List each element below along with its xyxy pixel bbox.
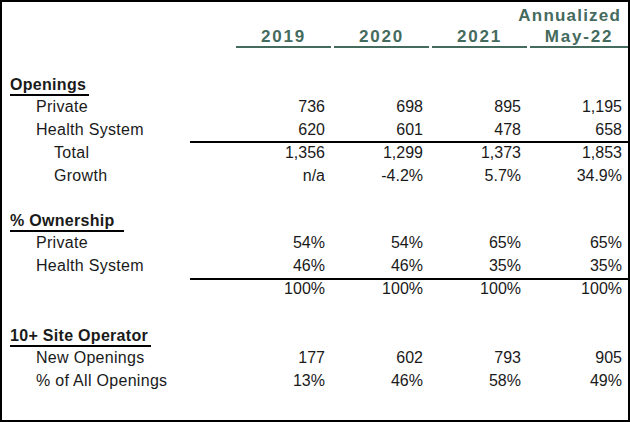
cell-value: 100% (530, 277, 628, 300)
row-label: % of All Openings (2, 369, 233, 392)
sum-rule-openings (190, 141, 628, 143)
row-label: New Openings (2, 346, 233, 369)
cell-value: 65% (432, 231, 527, 254)
cell-value: 1,299 (334, 141, 429, 164)
cell-value: 478 (432, 118, 527, 141)
table-row-ownership-private: Private 54% 54% 65% 65% (2, 231, 628, 254)
cell-value: n/a (236, 164, 331, 187)
cell-value: 35% (530, 254, 628, 277)
cell-value: 1,356 (236, 141, 331, 164)
table-row-operator-new-openings: New Openings 177 602 793 905 (2, 346, 628, 369)
table-row-ownership-total: 100% 100% 100% 100% (2, 277, 628, 300)
table-row-openings-total: Total 1,356 1,299 1,373 1,853 (2, 141, 628, 164)
spacer (2, 48, 628, 75)
cell-value: 54% (334, 231, 429, 254)
row-label: Growth (2, 164, 233, 187)
cell-value: 13% (236, 369, 331, 392)
cell-value: 905 (530, 346, 628, 369)
cell-value: 793 (432, 346, 527, 369)
cell-value: 58% (432, 369, 527, 392)
table-row-operator-pct-of-openings: % of All Openings 13% 46% 58% 49% (2, 369, 628, 392)
cell-value: 46% (334, 254, 429, 277)
table-row-openings-private: Private 736 698 895 1,195 (2, 95, 628, 118)
cell-value: 34.9% (530, 164, 628, 187)
section-openings-heading-row: Openings (2, 75, 628, 95)
cell-value: 1,195 (530, 95, 628, 118)
cell-value: 100% (432, 277, 527, 300)
section-operator-heading-row: 10+ Site Operator (2, 326, 628, 346)
row-label: Total (2, 141, 233, 164)
cell-value: 1,373 (432, 141, 527, 164)
heading-cell: 10+ Site Operator (2, 326, 233, 347)
section-title-operator: 10+ Site Operator (10, 326, 151, 347)
cell-value: 35% (432, 254, 527, 277)
cell-value: 46% (334, 369, 429, 392)
sum-rule-ownership (190, 278, 628, 280)
financial-summary-table: Annualized 2019 2020 2021 May-22 Opening… (0, 0, 630, 422)
cell-value: 49% (530, 369, 628, 392)
annualized-label: Annualized (2, 6, 628, 26)
spacer (2, 187, 628, 211)
row-label: Private (2, 95, 233, 118)
column-header-row: 2019 2020 2021 May-22 (2, 26, 628, 48)
cell-value: 895 (432, 95, 527, 118)
cell-value: 658 (530, 118, 628, 141)
header-spacer (2, 26, 233, 48)
cell-value: 736 (236, 95, 331, 118)
row-label: Health System (2, 118, 233, 141)
cell-value: 46% (236, 254, 331, 277)
col-header-2020: 2020 (334, 26, 429, 48)
cell-value: 602 (334, 346, 429, 369)
col-header-may22: May-22 (530, 26, 628, 48)
heading-cell: % Ownership (2, 211, 233, 232)
cell-value: 5.7% (432, 164, 527, 187)
cell-value: 698 (334, 95, 429, 118)
table-row-openings-growth: Growth n/a -4.2% 5.7% 34.9% (2, 164, 628, 187)
cell-value: 177 (236, 346, 331, 369)
cell-value: 65% (530, 231, 628, 254)
row-label: Private (2, 231, 233, 254)
cell-value: 100% (334, 277, 429, 300)
table-row-openings-health-system: Health System 620 601 478 658 (2, 118, 628, 141)
cell-value: -4.2% (334, 164, 429, 187)
cell-value: 54% (236, 231, 331, 254)
cell-value: 1,853 (530, 141, 628, 164)
section-ownership-heading-row: % Ownership (2, 211, 628, 231)
section-title-openings: Openings (10, 75, 89, 96)
cell-value: 100% (236, 277, 331, 300)
heading-cell: Openings (2, 75, 233, 96)
section-title-ownership: % Ownership (10, 211, 124, 232)
col-header-2019: 2019 (236, 26, 331, 48)
table-row-ownership-health-system: Health System 46% 46% 35% 35% (2, 254, 628, 277)
row-label (2, 277, 233, 300)
row-label: Health System (2, 254, 233, 277)
spacer (2, 300, 628, 326)
col-header-2021: 2021 (432, 26, 527, 48)
cell-value: 601 (334, 118, 429, 141)
cell-value: 620 (236, 118, 331, 141)
